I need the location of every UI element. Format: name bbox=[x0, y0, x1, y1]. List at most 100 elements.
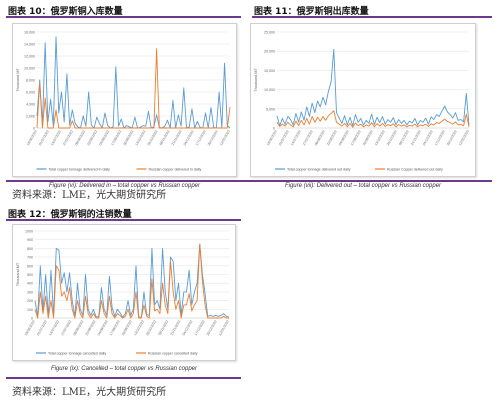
cancelled-xtick-label: 14/07/2022 bbox=[48, 319, 60, 336]
delivered-out-legend-label-total: Total copper tonnage delivered out daily bbox=[287, 167, 351, 171]
chart-panel-delivered-out: 0 5,000 10,000 15,000 20,000 25,000 Thousand M… bbox=[250, 23, 476, 189]
delivered-out-xtick-label: 18/06/2022 bbox=[266, 129, 278, 146]
cancelled-xtick-label: 17/12/2022 bbox=[194, 319, 206, 336]
delivered-out-legend-label-russian: Russian Copper delivered out daily bbox=[387, 167, 443, 171]
delivered-in-ytick-label: 14,000 bbox=[24, 43, 35, 47]
delivered-out-xtick-label: 22/08/2022 bbox=[326, 129, 338, 146]
cancelled-xtick-label: 12/01/2023 bbox=[218, 319, 230, 336]
delivered-out-ytick-label: 0 bbox=[273, 127, 275, 131]
cancelled-series-russian-line bbox=[34, 243, 229, 319]
cancelled-ytick-label: 1000 bbox=[25, 230, 33, 234]
cancelled-ytick-label: 700 bbox=[27, 256, 33, 260]
cancelled-ytick-label: 500 bbox=[27, 273, 33, 277]
delivered-in-ytick-label: 2,000 bbox=[26, 115, 35, 119]
cancelled-ytick-label: 400 bbox=[27, 282, 33, 286]
delivered-in-xtick-label: 17/12/2022 bbox=[195, 129, 207, 146]
delivered-in-ytick-label: 8,000 bbox=[26, 79, 35, 83]
delivered-out-xtick-label: 17/09/2022 bbox=[350, 129, 362, 146]
cancelled-xtick-label: 04/09/2022 bbox=[97, 319, 109, 336]
chart-panel-cancelled: 0 100 200 300 400 500 600 700 800 900 1000 Thousand… bbox=[12, 224, 236, 372]
delivered-in-xtick-label: 14/07/2022 bbox=[50, 129, 62, 146]
delivered-out-xtick-label: 09/08/2022 bbox=[314, 129, 326, 146]
delivered-out-xtick-label: 17/12/2022 bbox=[434, 129, 446, 146]
delivered-in-ylabel: Thousand MT bbox=[16, 68, 20, 92]
cancelled-xtick-label: 13/10/2022 bbox=[133, 319, 145, 336]
delivered-in-xtick-label: 01/07/2022 bbox=[38, 129, 50, 146]
delivered-out-xtick-label: 08/11/2022 bbox=[398, 129, 410, 146]
cancelled-ytick-label: 600 bbox=[27, 264, 33, 268]
figure-12-rule bbox=[6, 219, 241, 221]
delivered-in-series-total-line bbox=[36, 36, 231, 129]
delivered-out-xtick-label: 27/07/2022 bbox=[302, 129, 314, 146]
delivered-out-ylabel: Thousand MT bbox=[254, 68, 258, 92]
delivered-in-ytick-label: 12,000 bbox=[24, 55, 35, 59]
cancelled-xtick-label: 08/11/2022 bbox=[157, 319, 169, 336]
delivered-out-series-total-line bbox=[276, 48, 470, 127]
delivered-in-chart: 0 2,000 4,000 6,000 8,000 10,000 12,000 14,000 1… bbox=[16, 31, 231, 172]
cancelled-ytick-label: 900 bbox=[27, 238, 33, 242]
cancelled-xtick-label: 04/12/2022 bbox=[182, 319, 194, 336]
delivered-in-xtick-label: 30/12/2022 bbox=[207, 129, 219, 146]
figure-11-caption: Figure (vii): Delivered out – total copp… bbox=[284, 183, 442, 189]
delivered-in-xtick-label: 04/12/2022 bbox=[183, 129, 195, 146]
cancelled-ytick-label: 0 bbox=[31, 317, 33, 321]
source-note-1: 资料来源：LME，光大期货研究所 bbox=[12, 190, 167, 201]
delivered-in-xtick-label: 18/06/2022 bbox=[26, 129, 38, 146]
cancelled-xtick-label: 26/10/2022 bbox=[145, 319, 157, 336]
figure-10-rule bbox=[6, 16, 241, 18]
cancelled-xtick-label: 09/08/2022 bbox=[72, 319, 84, 336]
cancelled-ytick-label: 300 bbox=[27, 290, 33, 294]
cancelled-ylabel: Thousand MT bbox=[16, 262, 20, 286]
delivered-in-ytick-label: 0 bbox=[33, 127, 35, 131]
delivered-out-ytick-label: 25,000 bbox=[264, 31, 275, 35]
delivered-out-xtick-label: 01/07/2022 bbox=[278, 129, 290, 146]
delivered-in-xtick-label: 21/11/2022 bbox=[171, 129, 183, 146]
delivered-out-ytick-label: 10,000 bbox=[264, 88, 275, 92]
delivered-in-xtick-label: 27/07/2022 bbox=[62, 129, 74, 146]
cancelled-xtick-label: 01/07/2022 bbox=[36, 319, 48, 336]
figure-11-title: 图表 11：俄罗斯铜出库数量 bbox=[254, 7, 369, 17]
delivered-out-xtick-label: 30/09/2022 bbox=[362, 129, 374, 146]
cancelled-xtick-label: 22/08/2022 bbox=[85, 319, 97, 336]
source-note-2: 资料来源：LME，光大期货研究所 bbox=[12, 387, 167, 398]
delivered-in-series-russian-line bbox=[36, 48, 231, 129]
delivered-in-xtick-label: 17/09/2022 bbox=[110, 129, 122, 146]
delivered-out-xtick-label: 13/10/2022 bbox=[374, 129, 386, 146]
cancelled-xtick-label: 18/06/2022 bbox=[24, 319, 36, 336]
delivered-in-xtick-label: 04/09/2022 bbox=[98, 129, 110, 146]
chart-panel-delivered-in: 0 2,000 4,000 6,000 8,000 10,000 12,000 14,000 1… bbox=[12, 23, 237, 189]
delivered-in-ytick-label: 4,000 bbox=[26, 103, 35, 107]
figure-11-rule bbox=[252, 16, 492, 18]
delivered-out-xtick-label: 26/10/2022 bbox=[386, 129, 398, 146]
delivered-in-xtick-label: 13/10/2022 bbox=[134, 129, 146, 146]
cancelled-series-total-line bbox=[34, 243, 230, 319]
cancelled-xtick-label: 30/09/2022 bbox=[121, 319, 133, 336]
delivered-out-ytick-label: 15,000 bbox=[264, 69, 275, 73]
delivered-out-xtick-label: 12/01/2023 bbox=[458, 129, 470, 146]
figure-12-caption: Figure (ix): Cancelled – total copper vs… bbox=[50, 366, 198, 372]
delivered-in-ytick-label: 10,000 bbox=[24, 67, 35, 71]
cancelled-xtick-label: 30/12/2022 bbox=[206, 319, 218, 336]
delivered-out-ytick-label: 20,000 bbox=[264, 50, 275, 54]
cancelled-xtick-label: 17/09/2022 bbox=[109, 319, 121, 336]
delivered-in-xtick-label: 08/11/2022 bbox=[159, 129, 171, 146]
cancelled-ytick-label: 100 bbox=[27, 308, 33, 312]
figure-10-title: 图表 10：俄罗斯铜入库数量 bbox=[8, 7, 123, 17]
delivered-in-xtick-label: 30/09/2022 bbox=[122, 129, 134, 146]
delivered-in-legend-label-russian: Russian copper delivered in daily bbox=[149, 167, 202, 171]
delivered-out-xtick-label: 04/09/2022 bbox=[338, 129, 350, 146]
cancelled-legend-label-total: Total copper tonnage cancelled daily bbox=[48, 351, 106, 355]
delivered-in-xtick-label: 12/01/2023 bbox=[219, 129, 231, 146]
delivered-out-ytick-label: 5,000 bbox=[266, 107, 275, 111]
delivered-out-xtick-label: 14/07/2022 bbox=[290, 129, 302, 146]
delivered-in-legend-label-total: Total copper tonnage delivered in daily bbox=[49, 167, 111, 171]
delivered-out-series-russian-line bbox=[276, 110, 470, 128]
delivered-out-xtick-label: 21/11/2022 bbox=[410, 129, 422, 146]
section-rule-2 bbox=[6, 377, 241, 379]
cancelled-legend-label-russian: Russian copper cancelled daily bbox=[148, 351, 198, 355]
cancelled-ytick-label: 200 bbox=[27, 299, 33, 303]
delivered-in-ytick-label: 6,000 bbox=[26, 91, 35, 95]
cancelled-xtick-label: 27/07/2022 bbox=[60, 319, 72, 336]
delivered-out-xtick-label: 30/12/2022 bbox=[446, 129, 458, 146]
cancelled-chart: 0 100 200 300 400 500 600 700 800 900 1000 Thousand… bbox=[16, 230, 230, 356]
